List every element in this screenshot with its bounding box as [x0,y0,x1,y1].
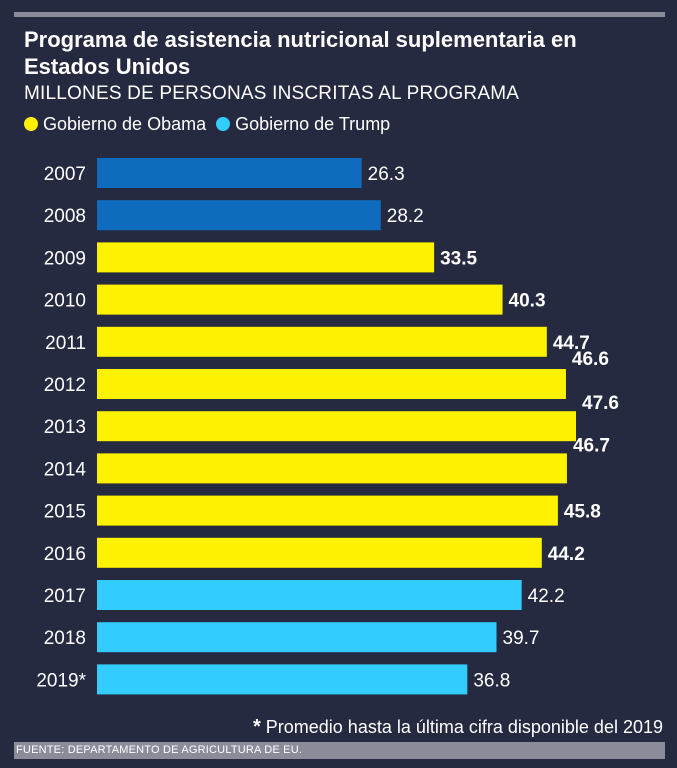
chart-subtitle: MILLONES DE PERSONAS INSCRITAS AL PROGRA… [24,83,520,104]
category-label: 2019* [36,670,86,691]
bar [97,158,362,188]
value-label: 40.3 [509,291,546,312]
value-label: 33.5 [440,248,477,269]
category-label: 2011 [45,333,86,354]
legend: Gobierno de Obama Gobierno de Trump [24,113,400,135]
bar [97,580,522,610]
bar [97,453,567,484]
legend-dot-obama [24,117,38,131]
value-label: 44.2 [548,544,585,565]
value-label: 26.3 [368,164,405,185]
bar-chart: 2007 26.3 2008 28.2 2009 33.5 2010 40.3 2011 44.7… [36,158,619,695]
bar [97,664,468,695]
footnote-marker: * [252,716,261,738]
value-label: 39.7 [503,628,540,649]
legend-label-trump: Gobierno de Trump [235,113,391,134]
value-label: 28.2 [387,206,424,227]
source-note: FUENTE: DEPARTAMENTO DE AGRICULTURA DE E… [14,742,665,759]
category-label: 2012 [44,375,86,396]
bar [97,326,547,357]
bar [97,622,497,653]
value-label: 42.2 [528,586,565,607]
bar [97,200,381,231]
category-label: 2010 [44,291,86,312]
category-label: 2009 [44,248,86,269]
value-label: 36.8 [473,670,510,691]
bar [97,411,576,442]
legend-label-obama: Gobierno de Obama [43,113,207,134]
chart-title: Programa de asistencia nutricional suple… [24,27,577,79]
legend-dot-trump [216,117,231,131]
value-label: 47.6 [582,393,619,414]
category-label: 2007 [44,164,86,185]
bar [97,369,566,399]
category-label: 2014 [44,459,87,480]
value-label: 46.6 [572,349,609,370]
category-label: 2017 [44,586,86,607]
legend-item-trump: Gobierno de Trump [216,114,390,135]
category-label: 2008 [44,206,86,227]
footnote-text: Promedio hasta la última cifra disponibl… [265,717,663,737]
category-label: 2013 [44,417,86,438]
category-label: 2016 [44,544,86,565]
bar [97,242,435,273]
category-label: 2018 [44,628,86,649]
footnote: * Promedio hasta la última cifra disponi… [253,716,663,739]
top-rule [14,12,665,17]
category-label: 2015 [44,502,86,523]
bar [97,537,542,568]
value-label: 44.7 [553,333,590,354]
value-label: 46.7 [573,435,610,456]
value-label: 45.8 [564,502,601,523]
bar [97,495,558,526]
legend-item-obama: Gobierno de Obama [24,114,206,135]
bar [97,284,503,315]
